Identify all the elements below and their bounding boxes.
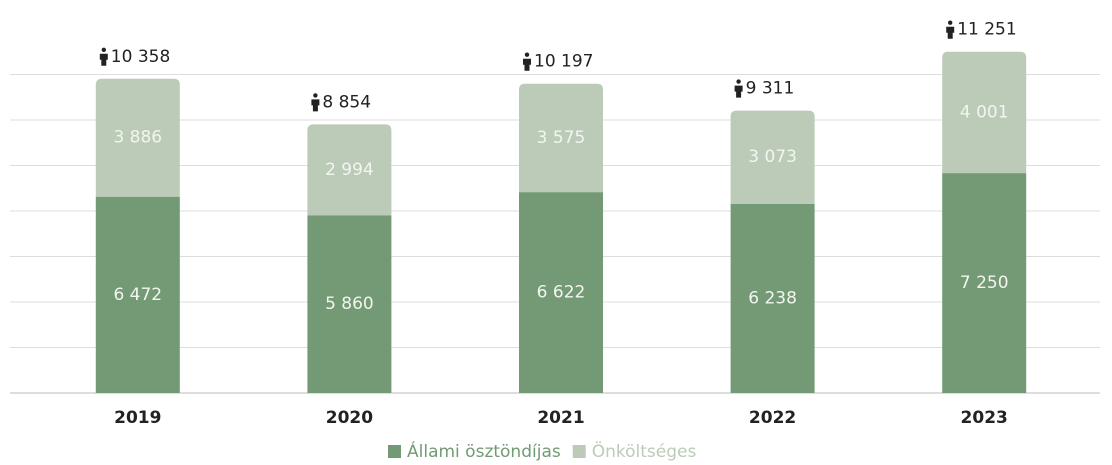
value-label: 2 994 <box>325 160 374 180</box>
icon-body <box>734 85 743 98</box>
bar-segment <box>519 83 603 193</box>
bar-segment <box>942 173 1027 393</box>
x-tick-label: 2022 <box>749 408 796 428</box>
bar-segment <box>95 78 180 197</box>
value-label: 5 860 <box>325 294 374 314</box>
icon-body <box>311 99 320 112</box>
value-label: 6 238 <box>748 288 797 308</box>
value-label: 6 472 <box>113 285 162 305</box>
bar-segment <box>519 192 603 393</box>
icon-body <box>99 53 108 66</box>
bar-segment <box>307 124 392 216</box>
icon-head <box>948 20 953 25</box>
icon-body <box>946 26 955 39</box>
bar-segment <box>730 110 815 204</box>
bar-segment <box>942 51 1027 174</box>
value-label: 7 250 <box>960 273 1009 293</box>
total-label: 10 197 <box>534 52 593 72</box>
total-label: 9 311 <box>746 79 795 99</box>
icon-head <box>101 47 106 53</box>
icon-head <box>736 79 741 84</box>
legend-label: Önköltséges <box>592 440 697 462</box>
bar-segment <box>95 196 180 393</box>
legend-swatch <box>572 445 586 458</box>
person-icon <box>523 52 531 71</box>
icon-head <box>524 52 530 57</box>
value-label: 3 575 <box>537 128 586 148</box>
total-label: 10 358 <box>111 47 170 67</box>
value-label: 6 622 <box>537 283 586 303</box>
icon-head <box>313 93 318 98</box>
icon-body <box>523 58 531 71</box>
x-tick-label: 2019 <box>114 408 161 428</box>
legend-swatch <box>388 445 401 458</box>
bar-segment <box>307 215 392 393</box>
x-tick-label: 2020 <box>326 408 373 428</box>
total-label: 11 251 <box>957 20 1016 40</box>
legend-label: Állami ösztöndíjas <box>407 440 561 462</box>
value-label: 4 001 <box>960 102 1009 122</box>
x-tick-label: 2023 <box>961 408 1008 428</box>
person-icon <box>946 20 955 39</box>
value-label: 3 886 <box>113 128 162 148</box>
x-tick-label: 2021 <box>537 408 584 428</box>
legend: Állami ösztöndíjas Önköltséges <box>388 440 696 462</box>
total-label: 8 854 <box>322 92 371 112</box>
person-icon <box>99 47 108 66</box>
person-icon <box>311 93 320 112</box>
value-label: 3 073 <box>748 147 797 167</box>
person-icon <box>734 79 743 98</box>
bar-segment <box>730 203 815 393</box>
